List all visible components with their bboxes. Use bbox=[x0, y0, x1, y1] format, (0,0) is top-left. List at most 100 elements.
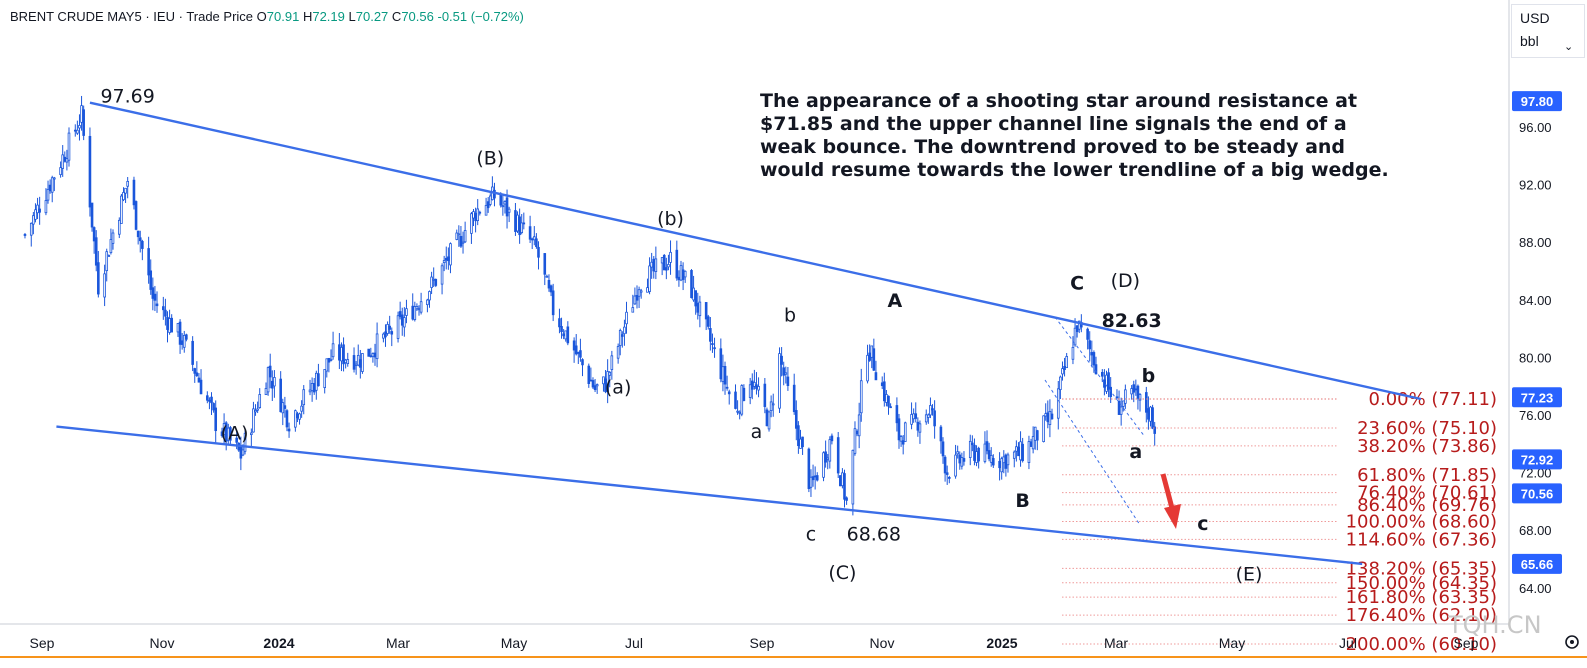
candle bbox=[503, 200, 507, 214]
candle bbox=[723, 361, 727, 395]
candle bbox=[371, 352, 375, 363]
time-axis[interactable]: Sep Nov 2024 Mar May Jul Sep Nov 2025 Mar May Jul Se… bbox=[30, 635, 1479, 651]
candle bbox=[298, 412, 301, 425]
candle bbox=[824, 440, 827, 468]
candle bbox=[516, 211, 519, 233]
candle bbox=[929, 397, 932, 419]
annotation-line: weak bounce. The downtrend proved to be … bbox=[760, 136, 1345, 158]
candle bbox=[683, 270, 687, 283]
candle bbox=[780, 347, 783, 377]
chevron-down-icon[interactable]: ⌄ bbox=[1564, 41, 1574, 53]
candle bbox=[461, 231, 465, 254]
candle bbox=[767, 410, 771, 432]
fib-level: 200.00% (60.10) bbox=[1062, 634, 1497, 655]
candle bbox=[654, 246, 658, 280]
candle bbox=[455, 229, 459, 241]
candle bbox=[566, 321, 570, 346]
candle bbox=[822, 451, 825, 482]
low-label: L bbox=[348, 9, 356, 24]
candle bbox=[46, 180, 50, 204]
high-value: 72.19 bbox=[312, 9, 345, 24]
candle bbox=[872, 338, 876, 372]
watermark: TQH.CN bbox=[1447, 611, 1542, 639]
candle bbox=[23, 232, 27, 239]
fib-level-label: 114.60% (67.36) bbox=[1346, 529, 1497, 550]
price-tick-label: 64.00 bbox=[1519, 581, 1552, 596]
candle bbox=[962, 451, 966, 466]
candle bbox=[551, 283, 555, 322]
unit-select[interactable]: bbl bbox=[1520, 33, 1539, 49]
candle bbox=[50, 175, 54, 203]
close-label: C bbox=[391, 9, 402, 24]
candle bbox=[285, 409, 289, 432]
open-value: 70.91 bbox=[266, 9, 300, 24]
candle bbox=[97, 251, 100, 298]
candle bbox=[660, 257, 664, 276]
candle bbox=[501, 195, 505, 216]
candle bbox=[564, 330, 568, 342]
candle bbox=[750, 373, 754, 400]
currency-select[interactable]: USD bbox=[1520, 10, 1550, 26]
candle bbox=[589, 367, 593, 382]
candle bbox=[327, 357, 331, 373]
candle bbox=[545, 274, 549, 278]
candle bbox=[229, 425, 232, 446]
candle bbox=[901, 435, 905, 455]
candle bbox=[579, 338, 582, 362]
candle bbox=[136, 230, 140, 245]
candle bbox=[826, 453, 830, 470]
candle bbox=[985, 430, 989, 455]
candle bbox=[870, 345, 874, 369]
currency-unit-selector[interactable]: USD bbl bbox=[1511, 4, 1585, 58]
candle bbox=[151, 277, 155, 311]
candle bbox=[784, 366, 788, 384]
candle bbox=[1061, 361, 1064, 381]
candle bbox=[753, 369, 756, 390]
wave-label: (E) bbox=[1236, 564, 1263, 586]
trendline[interactable] bbox=[89, 101, 1422, 401]
candle bbox=[562, 329, 565, 340]
candle bbox=[577, 351, 580, 365]
candle bbox=[719, 338, 723, 383]
time-tick-label: May bbox=[501, 635, 527, 651]
time-tick-label: May bbox=[1219, 635, 1245, 651]
candle bbox=[1134, 379, 1138, 396]
candle bbox=[987, 442, 991, 462]
fib-level-label: 200.00% (60.10) bbox=[1346, 634, 1497, 655]
candle bbox=[1124, 384, 1127, 409]
candle bbox=[214, 400, 218, 444]
candle bbox=[998, 452, 1001, 481]
candle bbox=[61, 145, 65, 177]
candle bbox=[478, 210, 482, 216]
candle bbox=[843, 469, 846, 508]
candle bbox=[149, 259, 153, 295]
candle bbox=[625, 301, 628, 334]
candle bbox=[367, 348, 371, 357]
candle bbox=[386, 321, 389, 336]
candle bbox=[80, 95, 83, 131]
settings-gear-icon[interactable] bbox=[1565, 635, 1579, 649]
candle bbox=[853, 421, 857, 456]
annotation-text: The appearance of a shooting star around… bbox=[760, 90, 1389, 181]
candle bbox=[182, 330, 186, 353]
candle bbox=[256, 401, 259, 414]
candle bbox=[252, 401, 255, 433]
fib-level: 61.80% (71.85) bbox=[1062, 465, 1497, 486]
candle bbox=[354, 361, 358, 375]
candle bbox=[117, 217, 121, 239]
candle bbox=[426, 298, 429, 313]
candle bbox=[105, 248, 109, 282]
wave-label: c bbox=[1197, 513, 1208, 535]
symbol-name[interactable]: BRENT CRUDE MAY5 bbox=[10, 9, 142, 24]
wave-label: (C) bbox=[828, 562, 856, 584]
candle bbox=[606, 359, 609, 404]
price-axis[interactable]: 96.0092.0088.0084.0080.0076.0072.0068.00… bbox=[1519, 120, 1552, 596]
trendline[interactable] bbox=[56, 425, 1363, 566]
candle bbox=[273, 370, 276, 398]
candle bbox=[1048, 399, 1052, 438]
candle bbox=[1147, 396, 1150, 430]
close-value: 70.56 bbox=[401, 9, 434, 24]
time-tick-label: 2025 bbox=[986, 635, 1017, 651]
fib-level: 38.20% (73.86) bbox=[1062, 436, 1497, 457]
